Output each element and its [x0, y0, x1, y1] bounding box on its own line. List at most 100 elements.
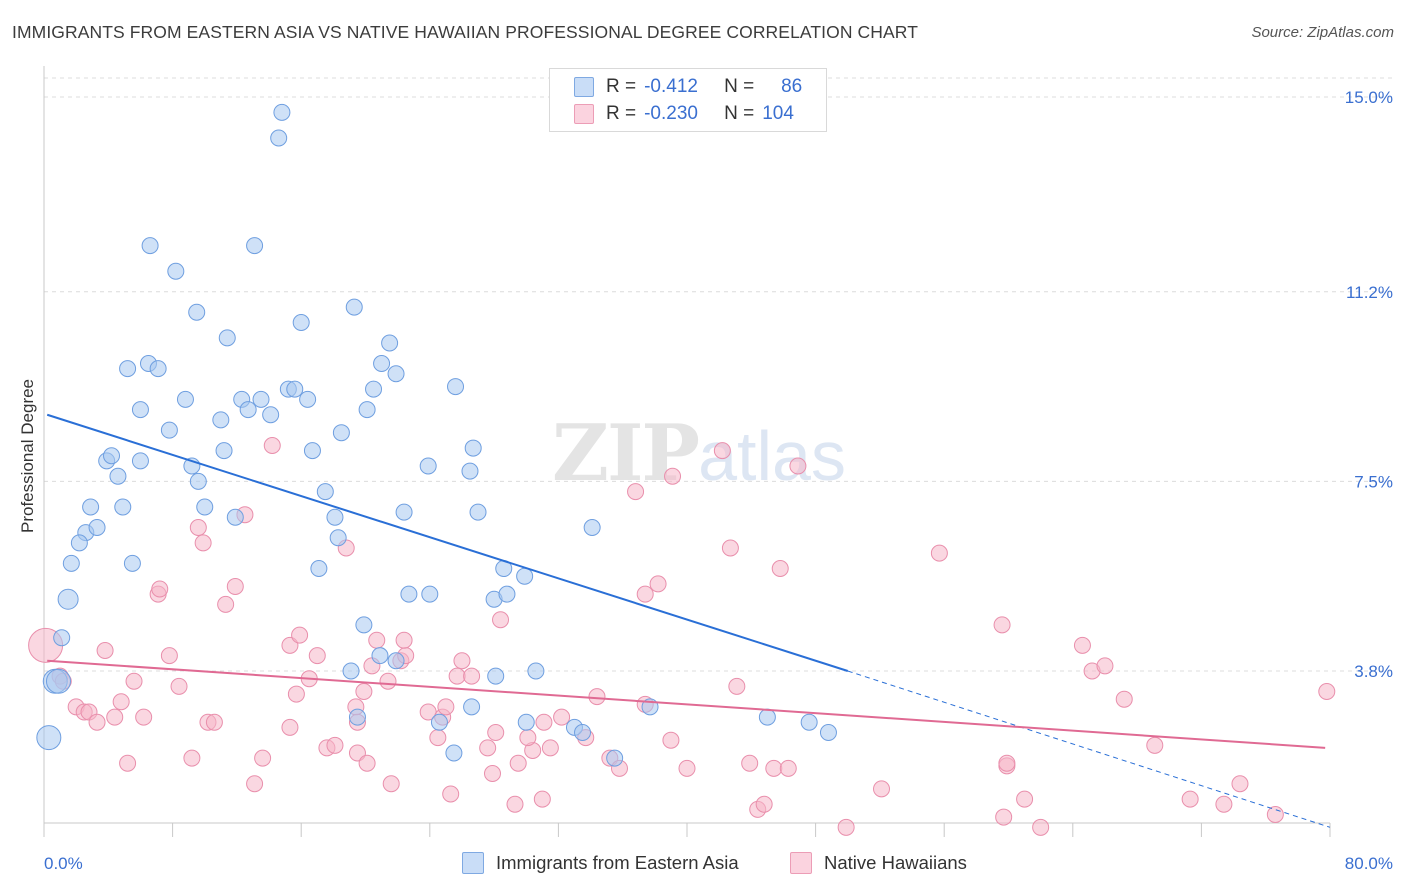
- series-legend: Immigrants from Eastern Asia Native Hawa…: [0, 852, 1406, 878]
- data-point-native-hawaiians: [358, 754, 376, 772]
- data-point-native-hawaiians: [664, 467, 682, 485]
- data-point-native-hawaiians: [437, 698, 455, 716]
- data-point-native-hawaiians: [713, 442, 731, 460]
- data-point-eastern-asia: [487, 667, 505, 685]
- data-point-native-hawaiians: [1073, 636, 1091, 654]
- data-point-native-hawaiians: [728, 677, 746, 695]
- data-point-native-hawaiians: [151, 580, 169, 598]
- data-point-eastern-asia: [606, 749, 624, 767]
- data-point-native-hawaiians: [993, 616, 1011, 634]
- data-point-eastern-asia: [303, 442, 321, 460]
- data-point-native-hawaiians: [379, 672, 397, 690]
- data-point-eastern-asia: [395, 503, 413, 521]
- legend-r-value: -0.412: [644, 76, 698, 97]
- data-point-native-hawaiians: [1266, 806, 1284, 823]
- data-point-eastern-asia: [316, 483, 334, 501]
- data-point-native-hawaiians: [506, 795, 524, 813]
- data-point-eastern-asia: [355, 616, 373, 634]
- legend-row-blue: R = -0.412 N = 86: [574, 75, 802, 99]
- data-point-native-hawaiians: [308, 647, 326, 665]
- data-point-eastern-asia: [387, 652, 405, 670]
- data-point-eastern-asia: [332, 424, 350, 442]
- data-point-eastern-asia: [270, 129, 288, 147]
- data-point-eastern-asia: [160, 421, 178, 439]
- data-point-native-hawaiians: [291, 626, 309, 644]
- data-point-native-hawaiians: [873, 780, 891, 798]
- data-point-native-hawaiians: [678, 759, 696, 777]
- data-point-eastern-asia: [103, 447, 121, 465]
- data-point-eastern-asia: [299, 390, 317, 408]
- data-point-eastern-asia: [430, 713, 448, 731]
- legend-r-value: -0.230: [644, 103, 698, 124]
- source-label: Source: ZipAtlas.com: [1251, 24, 1394, 41]
- data-point-eastern-asia: [310, 560, 328, 577]
- data-point-native-hawaiians: [627, 483, 645, 501]
- data-point-native-hawaiians: [649, 575, 667, 593]
- data-point-native-hawaiians: [541, 739, 559, 757]
- data-point-eastern-asia: [387, 365, 405, 383]
- data-point-native-hawaiians: [492, 611, 510, 629]
- data-point-native-hawaiians: [755, 795, 773, 813]
- data-point-native-hawaiians: [771, 560, 789, 577]
- data-point-native-hawaiians: [453, 652, 471, 670]
- data-point-eastern-asia: [188, 303, 206, 321]
- data-point-eastern-asia: [53, 629, 71, 647]
- data-point-native-hawaiians: [119, 754, 137, 772]
- data-point-eastern-asia: [292, 314, 310, 331]
- data-point-native-hawaiians: [463, 667, 481, 685]
- legend-r-label: R =: [606, 76, 637, 97]
- data-point-native-hawaiians: [112, 693, 130, 711]
- legend-n-label: N =: [724, 76, 755, 97]
- data-point-eastern-asia: [419, 457, 437, 475]
- data-point-native-hawaiians: [368, 631, 386, 649]
- data-point-native-hawaiians: [519, 729, 537, 747]
- legend-swatch-blue: [462, 852, 484, 874]
- data-point-eastern-asia: [226, 508, 244, 526]
- data-point-eastern-asia: [758, 708, 776, 726]
- data-point-native-hawaiians: [533, 790, 551, 808]
- trendline-eastern-asia-extension: [847, 670, 1331, 828]
- data-point-native-hawaiians: [1016, 790, 1034, 808]
- trendline-native-hawaiians: [47, 659, 1326, 749]
- data-point-native-hawaiians: [226, 577, 244, 595]
- legend-swatch-pink: [574, 104, 594, 124]
- data-point-eastern-asia: [36, 725, 62, 751]
- data-point-eastern-asia: [527, 662, 545, 680]
- data-point-native-hawaiians: [287, 685, 305, 703]
- data-point-eastern-asia: [286, 380, 304, 398]
- data-point-native-hawaiians: [741, 754, 759, 772]
- data-point-eastern-asia: [583, 519, 601, 536]
- data-point-eastern-asia: [463, 698, 481, 716]
- data-point-native-hawaiians: [194, 534, 212, 552]
- data-point-eastern-asia: [196, 498, 214, 516]
- data-point-eastern-asia: [348, 708, 366, 726]
- data-point-eastern-asia: [252, 390, 270, 408]
- data-point-eastern-asia: [469, 503, 487, 521]
- data-point-native-hawaiians: [160, 647, 178, 665]
- data-point-eastern-asia: [345, 298, 363, 316]
- legend-r-label: R =: [606, 103, 637, 124]
- data-point-native-hawaiians: [96, 642, 114, 659]
- data-point-native-hawaiians: [326, 736, 344, 754]
- data-point-eastern-asia: [373, 355, 391, 372]
- data-point-eastern-asia: [421, 585, 439, 603]
- data-point-native-hawaiians: [837, 818, 855, 836]
- data-point-eastern-asia: [149, 360, 167, 378]
- data-point-native-hawaiians: [479, 739, 497, 757]
- data-point-native-hawaiians: [395, 631, 413, 649]
- legend-swatch-blue: [574, 77, 594, 97]
- data-point-native-hawaiians: [106, 708, 124, 726]
- legend-item-native-hawaiians: Native Hawaiians: [790, 852, 967, 874]
- data-point-eastern-asia: [114, 498, 132, 516]
- data-point-native-hawaiians: [1115, 690, 1133, 708]
- data-point-eastern-asia: [88, 519, 106, 536]
- data-point-native-hawaiians: [135, 708, 153, 726]
- data-point-native-hawaiians: [1146, 736, 1164, 754]
- data-point-eastern-asia: [57, 588, 79, 610]
- chart-title: IMMIGRANTS FROM EASTERN ASIA VS NATIVE H…: [12, 22, 918, 42]
- data-point-native-hawaiians: [1096, 657, 1114, 675]
- data-point-native-hawaiians: [553, 708, 571, 726]
- data-point-eastern-asia: [365, 380, 383, 398]
- data-point-eastern-asia: [141, 237, 159, 255]
- data-point-native-hawaiians: [636, 585, 654, 603]
